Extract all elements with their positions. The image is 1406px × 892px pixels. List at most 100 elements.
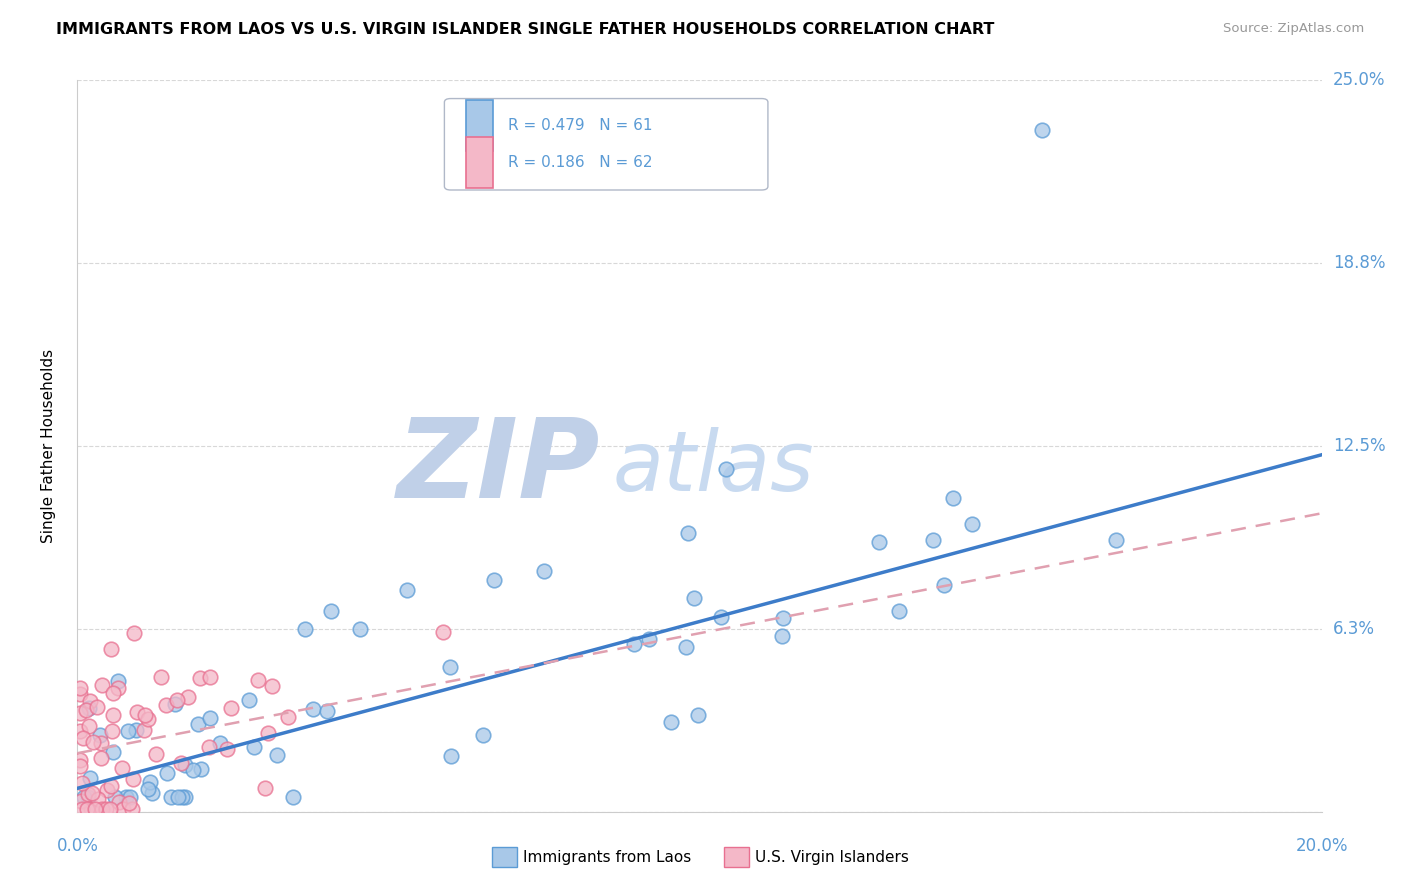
Point (349, 622, 371, 636)
Point (121, 802, 143, 816)
Point (104, 790, 127, 805)
Point (160, 790, 183, 805)
Point (932, 578, 955, 592)
Point (69, 752, 91, 766)
Point (111, 761, 134, 775)
Point (266, 747, 288, 762)
Point (79, 694, 101, 708)
Y-axis label: Single Father Households: Single Father Households (42, 349, 56, 543)
Point (190, 671, 212, 685)
Point (887, 605, 910, 619)
Point (770, 629, 793, 643)
Point (125, 705, 148, 719)
Point (90, 735, 112, 749)
Point (637, 632, 659, 646)
Point (714, 462, 737, 476)
FancyBboxPatch shape (465, 100, 494, 152)
Point (533, 564, 555, 578)
Point (136, 781, 159, 796)
Point (124, 626, 146, 640)
Point (141, 786, 163, 800)
Point (219, 700, 242, 714)
Point (683, 591, 706, 605)
Point (77, 787, 100, 801)
Text: 18.8%: 18.8% (1333, 254, 1385, 272)
Point (117, 724, 139, 739)
Point (482, 574, 505, 588)
Point (440, 748, 463, 763)
Point (921, 533, 943, 547)
Point (132, 723, 155, 738)
Point (94, 802, 117, 816)
Point (675, 640, 697, 655)
Point (217, 742, 239, 756)
Point (472, 728, 495, 742)
Point (72, 790, 94, 805)
Point (155, 698, 177, 713)
Point (70, 776, 93, 790)
Point (170, 756, 193, 771)
Point (100, 779, 122, 793)
Text: R = 0.479   N = 61: R = 0.479 N = 61 (508, 118, 652, 133)
Point (101, 745, 124, 759)
Point (176, 690, 198, 704)
Point (257, 726, 280, 740)
Point (103, 708, 125, 723)
Point (83, 802, 105, 816)
FancyBboxPatch shape (465, 136, 494, 188)
Point (165, 698, 187, 712)
Point (1031, 123, 1053, 137)
Point (156, 765, 179, 780)
Point (80, 802, 103, 816)
Point (101, 686, 124, 700)
Point (174, 790, 197, 805)
Point (868, 535, 890, 549)
Point (77, 701, 100, 715)
Text: atlas: atlas (613, 427, 814, 508)
Point (69, 687, 91, 701)
Point (243, 740, 266, 755)
Point (115, 790, 138, 805)
Point (96, 783, 118, 797)
Point (107, 681, 129, 696)
Point (960, 517, 983, 532)
Point (686, 707, 709, 722)
Point (108, 795, 131, 809)
Point (659, 714, 682, 729)
Point (166, 693, 188, 707)
Text: IMMIGRANTS FROM LAOS VS U.S. VIRGIN ISLANDER SINGLE FATHER HOUSEHOLDS CORRELATIO: IMMIGRANTS FROM LAOS VS U.S. VIRGIN ISLA… (56, 22, 994, 37)
Text: U.S. Virgin Islanders: U.S. Virgin Islanders (755, 850, 908, 864)
Point (69, 706, 91, 720)
Text: ZIP: ZIP (396, 415, 600, 522)
Text: Source: ZipAtlas.com: Source: ZipAtlas.com (1223, 22, 1364, 36)
Point (90, 802, 112, 816)
Point (77, 790, 100, 805)
Point (253, 780, 276, 795)
Point (72, 731, 94, 745)
Point (283, 790, 305, 805)
Point (145, 747, 167, 761)
Point (69, 723, 91, 738)
Point (1105, 533, 1128, 548)
Point (90, 750, 112, 764)
Point (316, 704, 339, 718)
Point (772, 611, 794, 625)
Text: 6.3%: 6.3% (1333, 620, 1375, 638)
Point (294, 622, 316, 636)
Point (439, 660, 461, 674)
Point (120, 790, 142, 805)
Point (125, 723, 148, 737)
Point (277, 710, 299, 724)
Point (209, 736, 232, 750)
Point (197, 739, 219, 754)
Point (139, 774, 162, 789)
Text: 0.0%: 0.0% (56, 837, 98, 855)
Point (69, 759, 91, 773)
Text: 25.0%: 25.0% (1333, 71, 1385, 89)
Point (198, 670, 221, 684)
Point (121, 772, 143, 787)
Point (190, 762, 212, 776)
Point (87, 791, 110, 805)
Point (246, 673, 269, 687)
Point (136, 712, 159, 726)
